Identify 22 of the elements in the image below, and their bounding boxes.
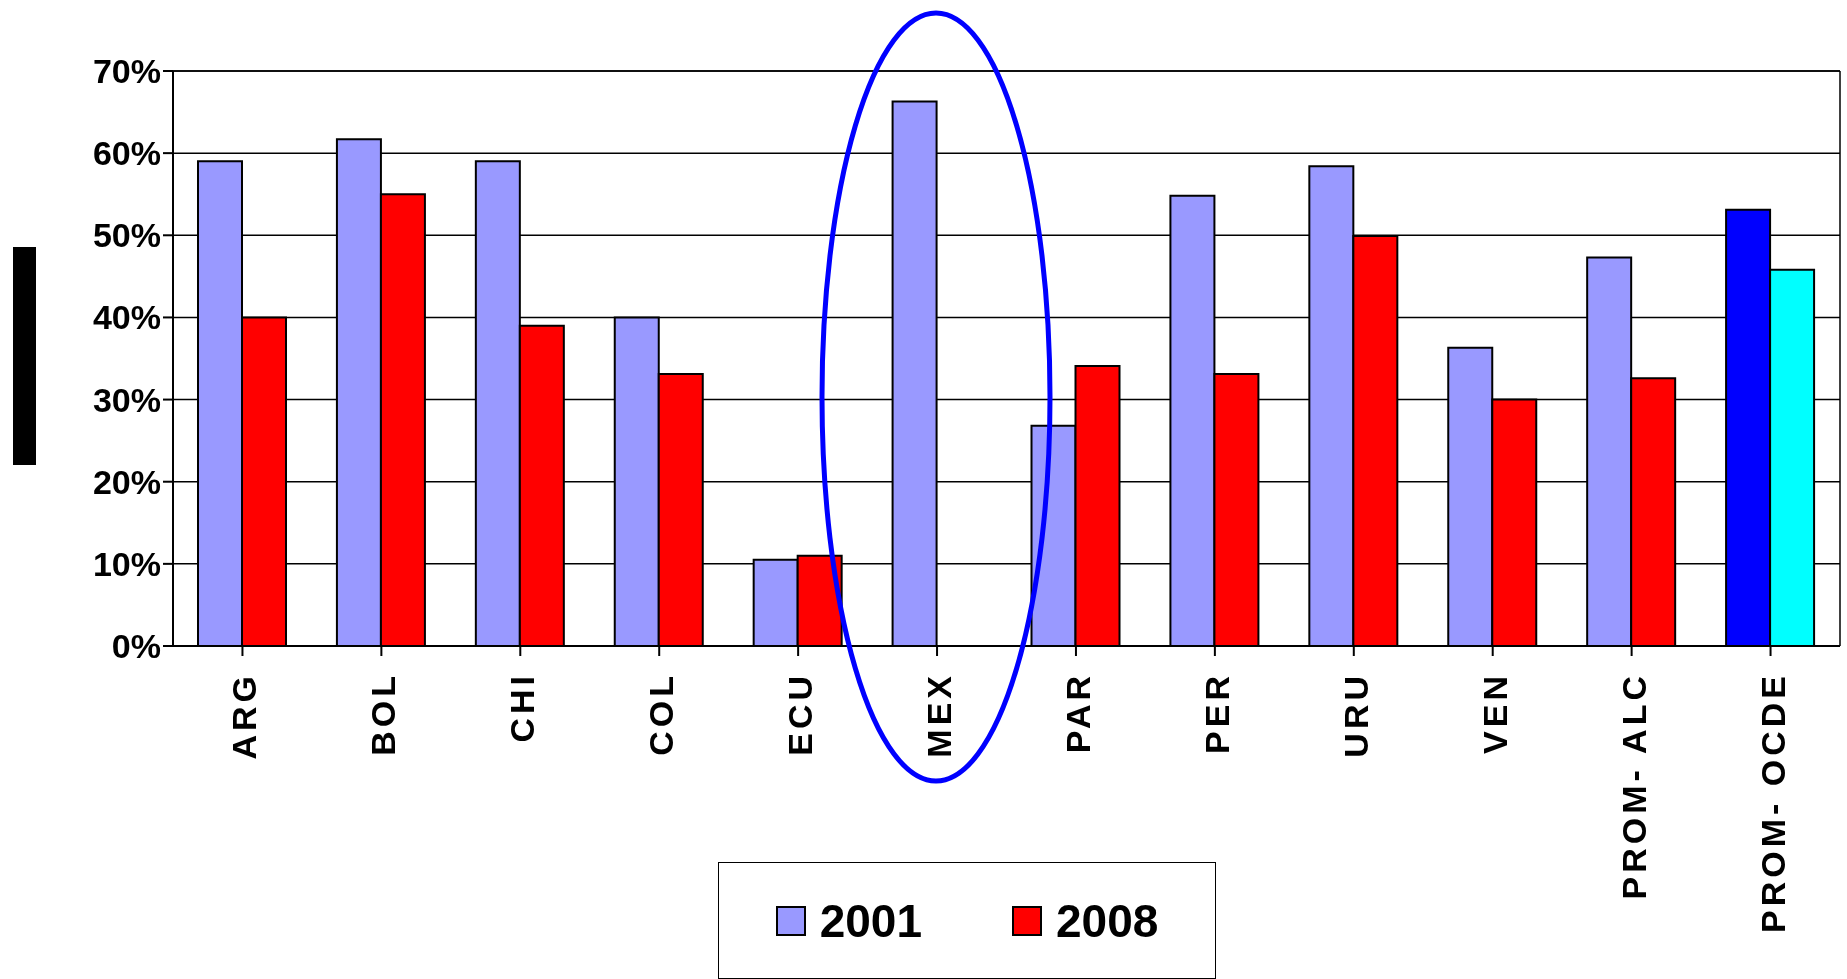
y-tick-label: 0% — [111, 627, 161, 666]
x-tick-label: MEX — [920, 672, 959, 758]
x-tick-label: COL — [642, 672, 681, 756]
y-tick-label: 30% — [92, 380, 161, 419]
x-tick-label: PAR — [1058, 672, 1097, 754]
x-tick-label: PROM- OCDE — [1753, 672, 1792, 933]
y-tick-label: 10% — [92, 544, 161, 583]
x-tick-label: ECU — [781, 672, 820, 756]
x-tick-label: PER — [1197, 672, 1236, 754]
legend-label: 2001 — [819, 893, 922, 948]
y-tick-label: 20% — [92, 462, 161, 501]
x-tick-label: URU — [1336, 672, 1375, 758]
x-tick-label: BOL — [364, 672, 403, 756]
x-tick-label: CHI — [503, 672, 542, 743]
legend-label: 2008 — [1056, 893, 1159, 948]
y-tick-label: 50% — [92, 216, 161, 255]
y-tick-label: 60% — [92, 134, 161, 173]
y-tick-label: 40% — [92, 298, 161, 337]
x-tick-label: PROM- ALC — [1614, 672, 1653, 900]
x-tick-label: VEN — [1475, 672, 1514, 754]
y-tick-label: 70% — [92, 52, 161, 91]
x-tick-label: ARG — [225, 672, 264, 760]
